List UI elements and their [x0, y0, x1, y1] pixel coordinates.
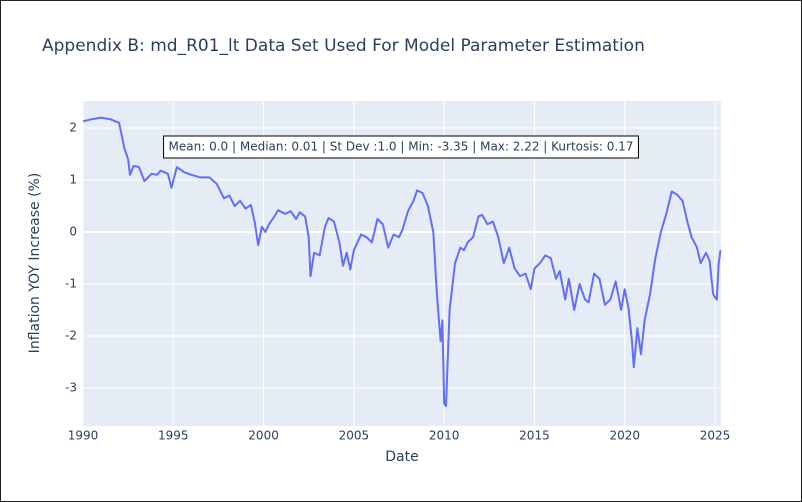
y-tick-label: 1 — [69, 173, 77, 187]
x-tick-label: 1990 — [68, 429, 99, 443]
y-tick-label: -1 — [65, 277, 77, 291]
y-tick-label: -3 — [65, 381, 77, 395]
y-axis-title: Inflation YOY Increase (%) — [27, 173, 43, 354]
x-tick-label: 2010 — [429, 429, 460, 443]
y-tick-label: 2 — [69, 121, 77, 135]
y-tick-label: -2 — [65, 329, 77, 343]
x-tick-label: 1995 — [158, 429, 189, 443]
x-tick-label: 2020 — [609, 429, 640, 443]
x-tick-label: 2005 — [339, 429, 370, 443]
annotation: Mean: 0.0 | Median: 0.01 | St Dev :1.0 |… — [169, 140, 634, 154]
x-tick-label: 2015 — [519, 429, 550, 443]
x-axis-title: Date — [385, 449, 418, 465]
x-tick-label: 2025 — [700, 429, 731, 443]
data-line — [82, 116, 722, 408]
annotation-box — [163, 135, 639, 159]
y-tick-label: 0 — [69, 225, 77, 239]
x-tick-label: 2000 — [248, 429, 279, 443]
chart-title: Appendix B: md_R01_lt Data Set Used For … — [42, 36, 645, 56]
